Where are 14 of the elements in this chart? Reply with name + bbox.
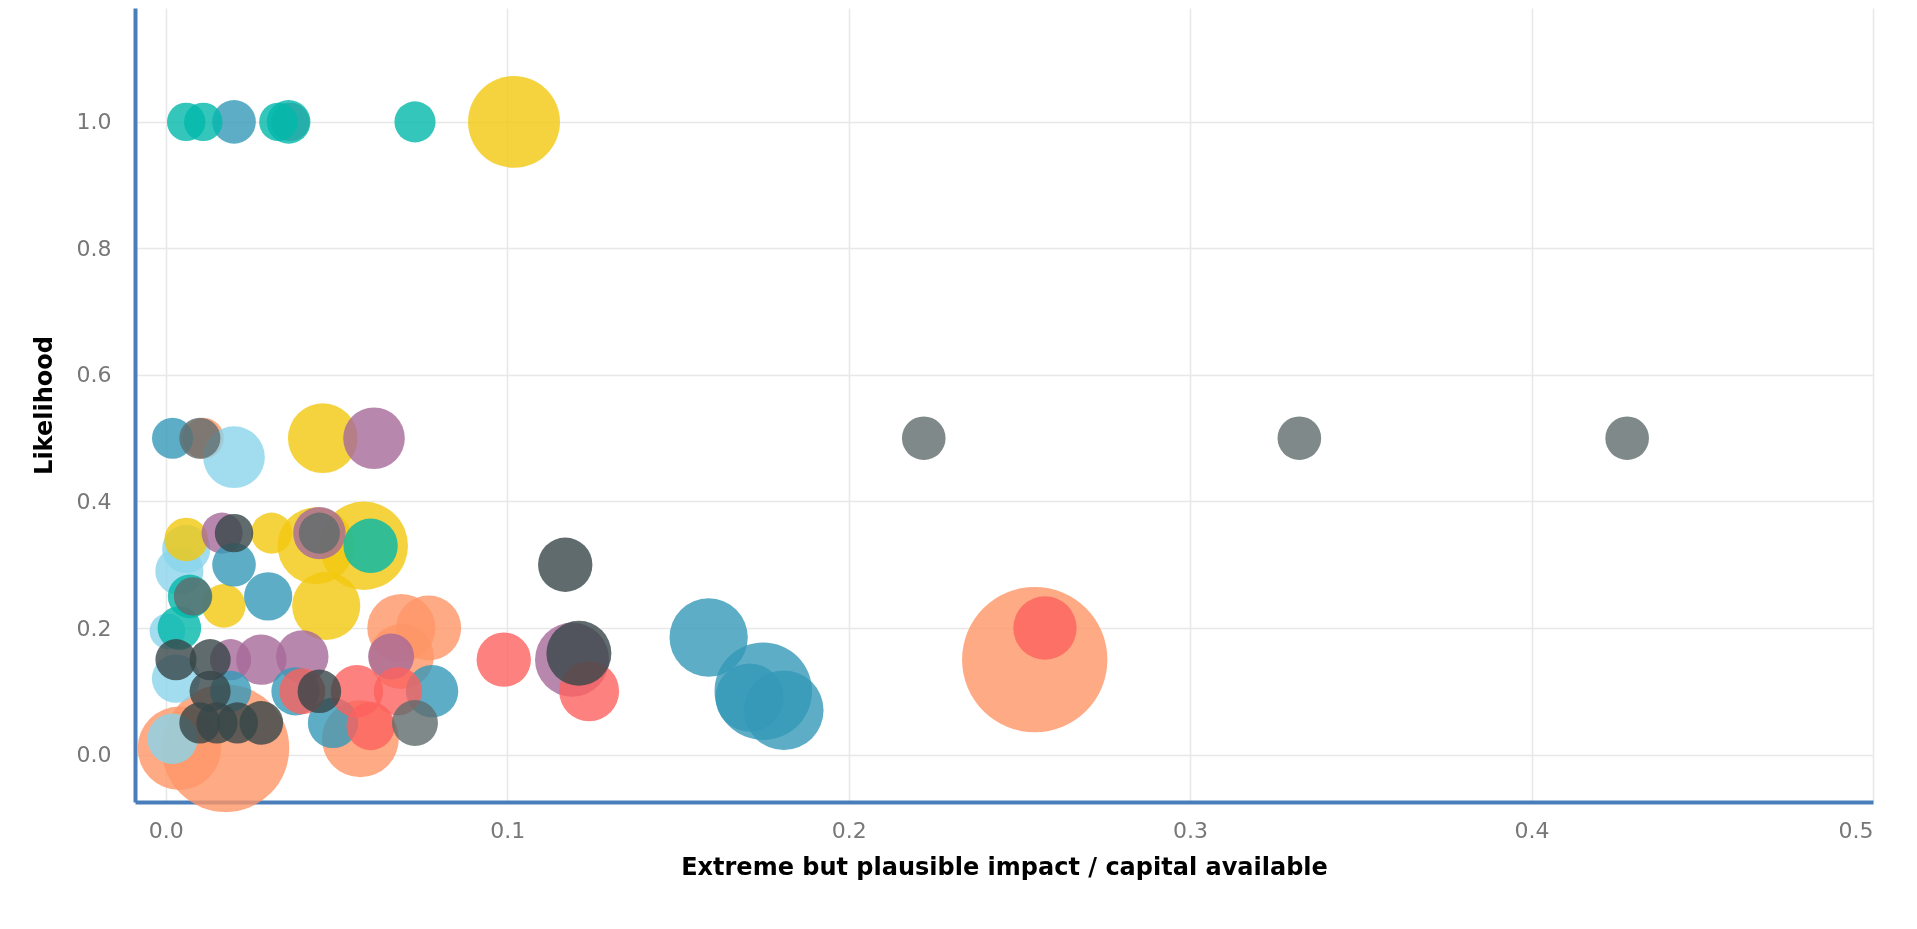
y-tick-label: 0.8 [76, 235, 112, 261]
y-tick-label: 1.0 [76, 109, 112, 135]
x-axis-title: Extreme but plausible impact / capital available [681, 852, 1328, 881]
x-tick-label: 0.1 [490, 817, 526, 843]
y-tick-label: 0.0 [76, 742, 112, 768]
y-tick-label: 0.4 [76, 488, 112, 514]
x-tick-label: 0.2 [831, 817, 867, 843]
y-tick-label: 0.6 [76, 362, 112, 388]
x-tick-label: 0.4 [1514, 817, 1550, 843]
y-tick-label: 0.2 [76, 615, 112, 641]
y-axis-title: Likelihood [29, 336, 58, 475]
x-tick-label: 0.5 [1838, 817, 1874, 843]
x-tick-label: 0.3 [1173, 817, 1209, 843]
x-tick-label: 0.0 [148, 817, 184, 843]
